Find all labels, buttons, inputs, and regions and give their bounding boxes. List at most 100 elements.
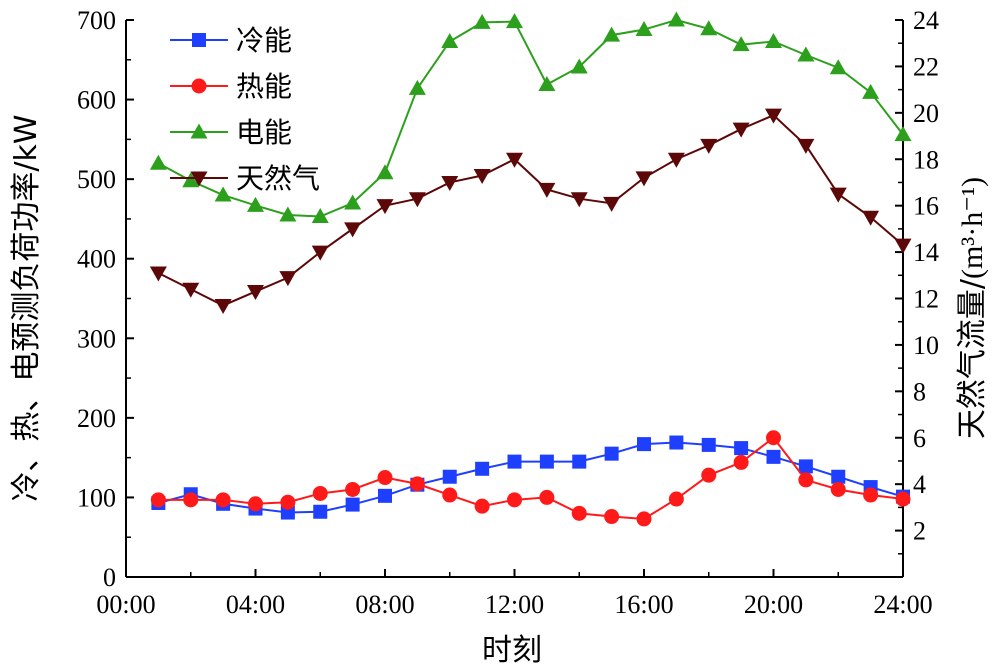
data-point bbox=[733, 454, 749, 470]
y-right-tick-label: 4 bbox=[913, 470, 926, 499]
legend-item: 电能 bbox=[170, 116, 292, 149]
data-point bbox=[539, 489, 555, 505]
y-right-tick-label: 8 bbox=[913, 377, 926, 406]
y-left-tick-label: 100 bbox=[77, 483, 116, 512]
data-point bbox=[766, 449, 781, 464]
y-left-tick-label: 600 bbox=[77, 86, 116, 115]
data-point bbox=[797, 46, 815, 62]
legend-marker bbox=[190, 123, 208, 139]
data-point bbox=[732, 36, 750, 52]
data-point bbox=[507, 454, 522, 469]
y-axis-left-title: 冷、热、电预测负荷功率/kW bbox=[9, 114, 44, 501]
data-point bbox=[668, 491, 684, 507]
data-point bbox=[797, 138, 815, 154]
series-circle bbox=[150, 430, 911, 527]
data-point bbox=[248, 496, 263, 512]
data-point bbox=[311, 208, 329, 224]
data-point bbox=[312, 485, 328, 501]
data-point bbox=[895, 491, 911, 507]
data-point bbox=[603, 26, 621, 42]
data-point bbox=[667, 11, 685, 27]
data-point bbox=[473, 13, 491, 29]
data-point bbox=[831, 469, 846, 484]
data-point bbox=[507, 492, 522, 508]
data-point bbox=[149, 266, 167, 282]
data-point bbox=[409, 476, 425, 492]
data-point bbox=[765, 32, 782, 48]
series-line bbox=[158, 436, 904, 520]
series-triangle-up bbox=[149, 11, 912, 224]
data-point bbox=[313, 504, 328, 519]
data-point bbox=[376, 199, 394, 215]
y-right-tick-label: 16 bbox=[913, 192, 939, 221]
legend-item: 天然气 bbox=[170, 162, 320, 195]
data-point bbox=[829, 187, 847, 203]
y-left-tick-label: 0 bbox=[103, 563, 116, 592]
data-point bbox=[377, 470, 393, 486]
data-point bbox=[474, 498, 490, 514]
y-left-tick-label: 200 bbox=[77, 404, 116, 433]
data-point bbox=[862, 83, 880, 99]
series-line bbox=[157, 113, 904, 307]
data-point bbox=[539, 454, 554, 469]
y-right-tick-label: 6 bbox=[913, 424, 926, 453]
data-point bbox=[732, 122, 750, 138]
data-point bbox=[279, 206, 297, 222]
data-point bbox=[247, 285, 264, 301]
series-triangle-down bbox=[149, 108, 912, 314]
data-point bbox=[506, 13, 523, 29]
data-point bbox=[700, 138, 718, 154]
series-line bbox=[158, 441, 904, 514]
legend-item: 热能 bbox=[170, 70, 292, 103]
data-point bbox=[441, 175, 459, 191]
data-point bbox=[829, 59, 847, 75]
legend-label: 天然气 bbox=[236, 162, 320, 195]
legend-marker bbox=[192, 33, 206, 47]
legend-label: 冷能 bbox=[236, 24, 292, 57]
data-point bbox=[183, 492, 199, 508]
data-point bbox=[830, 481, 846, 497]
data-point bbox=[345, 497, 360, 512]
data-point bbox=[408, 192, 426, 208]
data-point bbox=[149, 154, 167, 170]
data-point bbox=[506, 152, 523, 168]
data-point bbox=[669, 435, 684, 450]
data-point bbox=[766, 430, 781, 446]
data-point bbox=[894, 238, 912, 254]
data-point bbox=[700, 20, 718, 36]
y-left-tick-label: 300 bbox=[77, 324, 116, 353]
data-point bbox=[378, 488, 392, 503]
data-point bbox=[863, 487, 879, 503]
data-point bbox=[344, 194, 362, 210]
y-left-tick-label: 700 bbox=[77, 6, 116, 35]
y-right-tick-label: 14 bbox=[913, 238, 939, 267]
y-axis-right-title-unit: (m³·h⁻¹) bbox=[956, 177, 989, 279]
data-point bbox=[182, 172, 200, 188]
legend-marker bbox=[190, 171, 208, 187]
data-point bbox=[311, 245, 329, 261]
data-point bbox=[572, 454, 587, 469]
data-point bbox=[475, 461, 490, 476]
legend-label: 热能 bbox=[236, 70, 292, 103]
data-point bbox=[408, 79, 426, 95]
y-right-tick-label: 22 bbox=[913, 52, 939, 81]
y-right-tick-label: 20 bbox=[913, 99, 939, 128]
y-right-tick-label: 2 bbox=[913, 517, 926, 546]
data-point bbox=[798, 472, 814, 488]
data-point bbox=[667, 152, 685, 168]
data-point bbox=[635, 21, 653, 37]
x-tick-label: 12:00 bbox=[485, 590, 544, 619]
x-tick-label: 04:00 bbox=[226, 590, 285, 619]
data-point bbox=[701, 437, 716, 452]
x-tick-label: 08:00 bbox=[355, 590, 414, 619]
y-axis-right-title: 天然气流量/(m³·h⁻¹) bbox=[955, 177, 990, 439]
data-point bbox=[344, 222, 362, 238]
data-point bbox=[473, 168, 491, 184]
data-point bbox=[214, 298, 232, 314]
data-point bbox=[894, 126, 912, 142]
data-point bbox=[247, 196, 264, 212]
y-axis-right-title-text: 天然气流量/ bbox=[955, 278, 990, 439]
data-point bbox=[798, 459, 813, 474]
